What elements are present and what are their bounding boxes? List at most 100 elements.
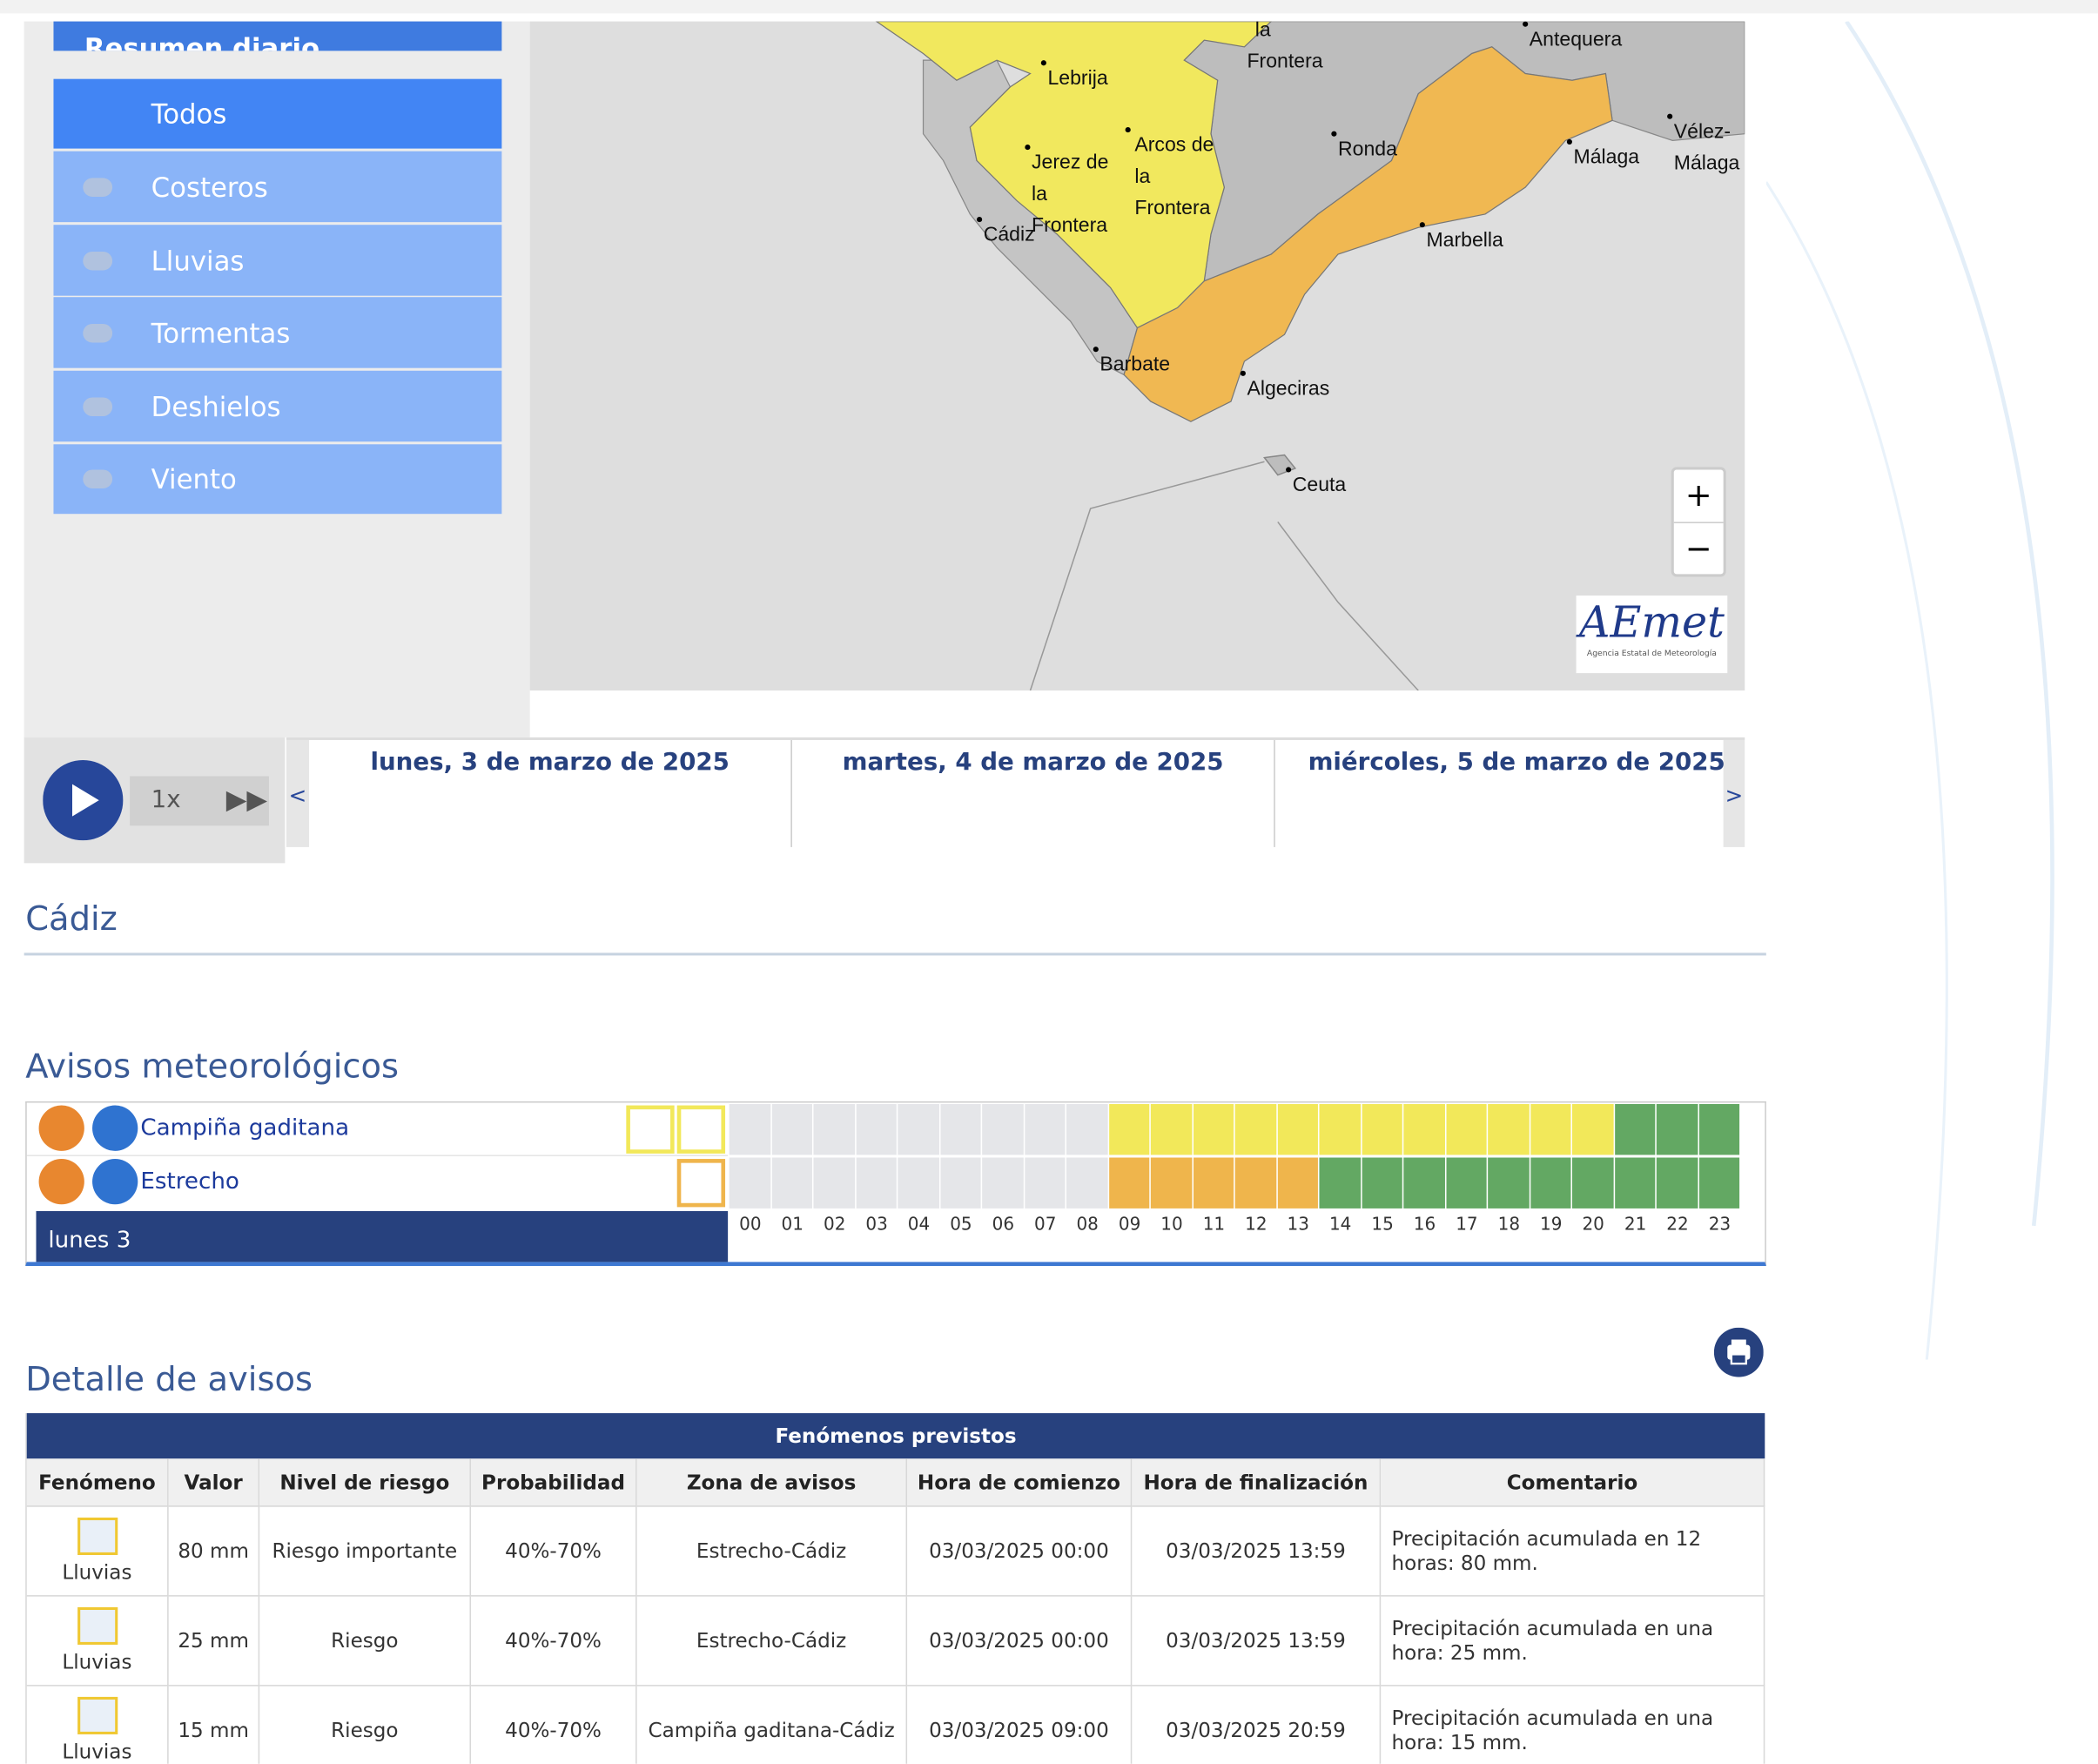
hour-cell	[813, 1104, 854, 1155]
rss-icon[interactable]	[39, 1106, 84, 1151]
table-caption: Fenómenos previstos	[27, 1413, 1765, 1458]
hour-label: 19	[1530, 1215, 1572, 1235]
hour-label: 02	[813, 1215, 855, 1235]
table-cell: 03/03/2025 20:59	[1132, 1687, 1381, 1764]
menu-item[interactable]: Costeros	[53, 151, 501, 222]
cell-text: 03/03/2025 13:59	[1166, 1539, 1346, 1564]
cell-text: Riesgo importante	[272, 1539, 457, 1564]
zone-name[interactable]: Campiña gaditana	[140, 1114, 349, 1141]
hour-cell	[771, 1158, 812, 1209]
hour-cell	[1446, 1104, 1487, 1155]
map-canvas: laFronteraLebrijaArcos delaFronteraJerez…	[530, 22, 1745, 691]
date-tab[interactable]: miércoles, 5 de marzo de 2025	[1275, 740, 1758, 847]
table-cell: 40%-70%	[471, 1687, 637, 1764]
table-cell: Lluvias	[27, 1507, 169, 1597]
hour-cell	[1025, 1104, 1066, 1155]
menu-item[interactable]: Resumen diario	[53, 22, 501, 51]
city-label: la	[1255, 22, 1271, 41]
zoom-in[interactable]: +	[1674, 469, 1724, 522]
hour-cell	[1108, 1158, 1149, 1209]
city-dot	[1567, 139, 1572, 145]
city-label: Frontera	[1032, 213, 1107, 236]
hour-cell	[1403, 1158, 1444, 1209]
column-header: Zona de avisos	[637, 1458, 907, 1506]
day-label: lunes 3	[36, 1211, 728, 1262]
menu-item[interactable]: Lluvias	[53, 225, 501, 295]
date-tab[interactable]: martes, 4 de marzo de 2025	[792, 740, 1275, 847]
cell-text: 80 mm	[178, 1539, 249, 1564]
table-cell: 40%-70%	[471, 1507, 637, 1597]
hour-label: 04	[898, 1215, 939, 1235]
menu-item[interactable]: Tormentas	[53, 297, 501, 367]
column-header: Valor	[169, 1458, 260, 1506]
hour-label: 12	[1235, 1215, 1277, 1235]
menu-item[interactable]: Deshielos	[53, 371, 501, 441]
city-dot	[977, 217, 982, 222]
warning-icon	[677, 1106, 725, 1154]
menu-icon	[83, 251, 112, 270]
city-label: Málaga	[1574, 145, 1640, 168]
date-tab[interactable]: lunes, 3 de marzo de 2025	[309, 740, 792, 847]
city-label: Cádiz	[984, 223, 1035, 246]
hour-label: 11	[1193, 1215, 1234, 1235]
cell-text: Precipitación acumulada en una hora: 25 …	[1391, 1617, 1752, 1665]
table-cell: 03/03/2025 13:59	[1132, 1597, 1381, 1687]
print-button[interactable]	[1714, 1328, 1764, 1377]
city-label: Marbella	[1426, 228, 1503, 251]
hour-cell	[982, 1158, 1023, 1209]
avisos-title: Avisos meteorológicos	[25, 1047, 399, 1086]
divider	[24, 953, 1766, 955]
date-label: lunes, 3 de marzo de 2025	[370, 748, 729, 776]
hour-label: 16	[1403, 1215, 1445, 1235]
speed-button[interactable]: 1x▶▶	[130, 776, 269, 825]
city-dot	[1126, 127, 1131, 132]
cell-text: 15 mm	[178, 1719, 249, 1743]
cell-text: Lluvias	[62, 1650, 131, 1674]
city-label: Algeciras	[1247, 376, 1329, 399]
city-label: Málaga	[1674, 151, 1740, 173]
column-header: Hora de finalización	[1132, 1458, 1381, 1506]
menu-item[interactable]: Viento	[53, 444, 501, 514]
menu-item[interactable]: Todos	[53, 79, 501, 149]
city-dot	[1523, 22, 1528, 27]
table-cell: Estrecho-Cádiz	[637, 1507, 907, 1597]
rss-icon[interactable]	[92, 1159, 138, 1204]
rss-icon[interactable]	[39, 1159, 84, 1204]
hour-label: 06	[982, 1215, 1024, 1235]
hour-label: 07	[1025, 1215, 1066, 1235]
rss-icon[interactable]	[92, 1106, 138, 1151]
zone-name[interactable]: Estrecho	[140, 1168, 239, 1195]
hour-cell	[856, 1158, 897, 1209]
date-label: martes, 4 de marzo de 2025	[843, 748, 1224, 776]
hour-cell	[1572, 1158, 1613, 1209]
hour-cell	[856, 1104, 897, 1155]
menu-label: Costeros	[151, 171, 268, 203]
hour-cell	[1025, 1158, 1066, 1209]
city-label: Frontera	[1134, 196, 1210, 219]
table-cell: 03/03/2025 00:00	[907, 1507, 1132, 1597]
column-header: Probabilidad	[471, 1458, 637, 1506]
menu-label: Tormentas	[151, 317, 291, 349]
zoom-out[interactable]: −	[1674, 523, 1724, 576]
map: laFronteraLebrijaArcos delaFronteraJerez…	[530, 22, 1745, 691]
hour-label: 15	[1362, 1215, 1403, 1235]
hour-label: 22	[1657, 1215, 1698, 1235]
hour-cell	[1151, 1158, 1192, 1209]
logo-subtitle: Agencia Estatal de Meteorología	[1577, 649, 1728, 658]
hour-cell	[1530, 1158, 1571, 1209]
hour-cell	[1698, 1104, 1739, 1155]
hour-cell	[1614, 1158, 1655, 1209]
hour-cell	[730, 1158, 770, 1209]
table-cell: Lluvias	[27, 1597, 169, 1687]
phenomenon-icon	[77, 1518, 117, 1555]
play-button[interactable]	[43, 760, 123, 840]
table-cell: Estrecho-Cádiz	[637, 1597, 907, 1687]
prev-arrow[interactable]: <	[286, 740, 309, 847]
city-label: la	[1032, 182, 1047, 205]
city-label: Ceuta	[1293, 473, 1347, 495]
hour-cell	[1151, 1104, 1192, 1155]
table-cell: Precipitación acumulada en una hora: 25 …	[1381, 1597, 1765, 1687]
hour-cell	[813, 1158, 854, 1209]
menu-icon	[83, 178, 112, 197]
city-dot	[1025, 145, 1030, 150]
